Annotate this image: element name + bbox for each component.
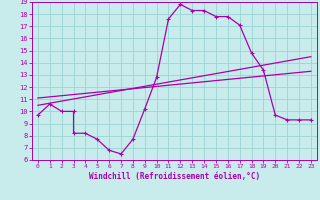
- X-axis label: Windchill (Refroidissement éolien,°C): Windchill (Refroidissement éolien,°C): [89, 172, 260, 181]
